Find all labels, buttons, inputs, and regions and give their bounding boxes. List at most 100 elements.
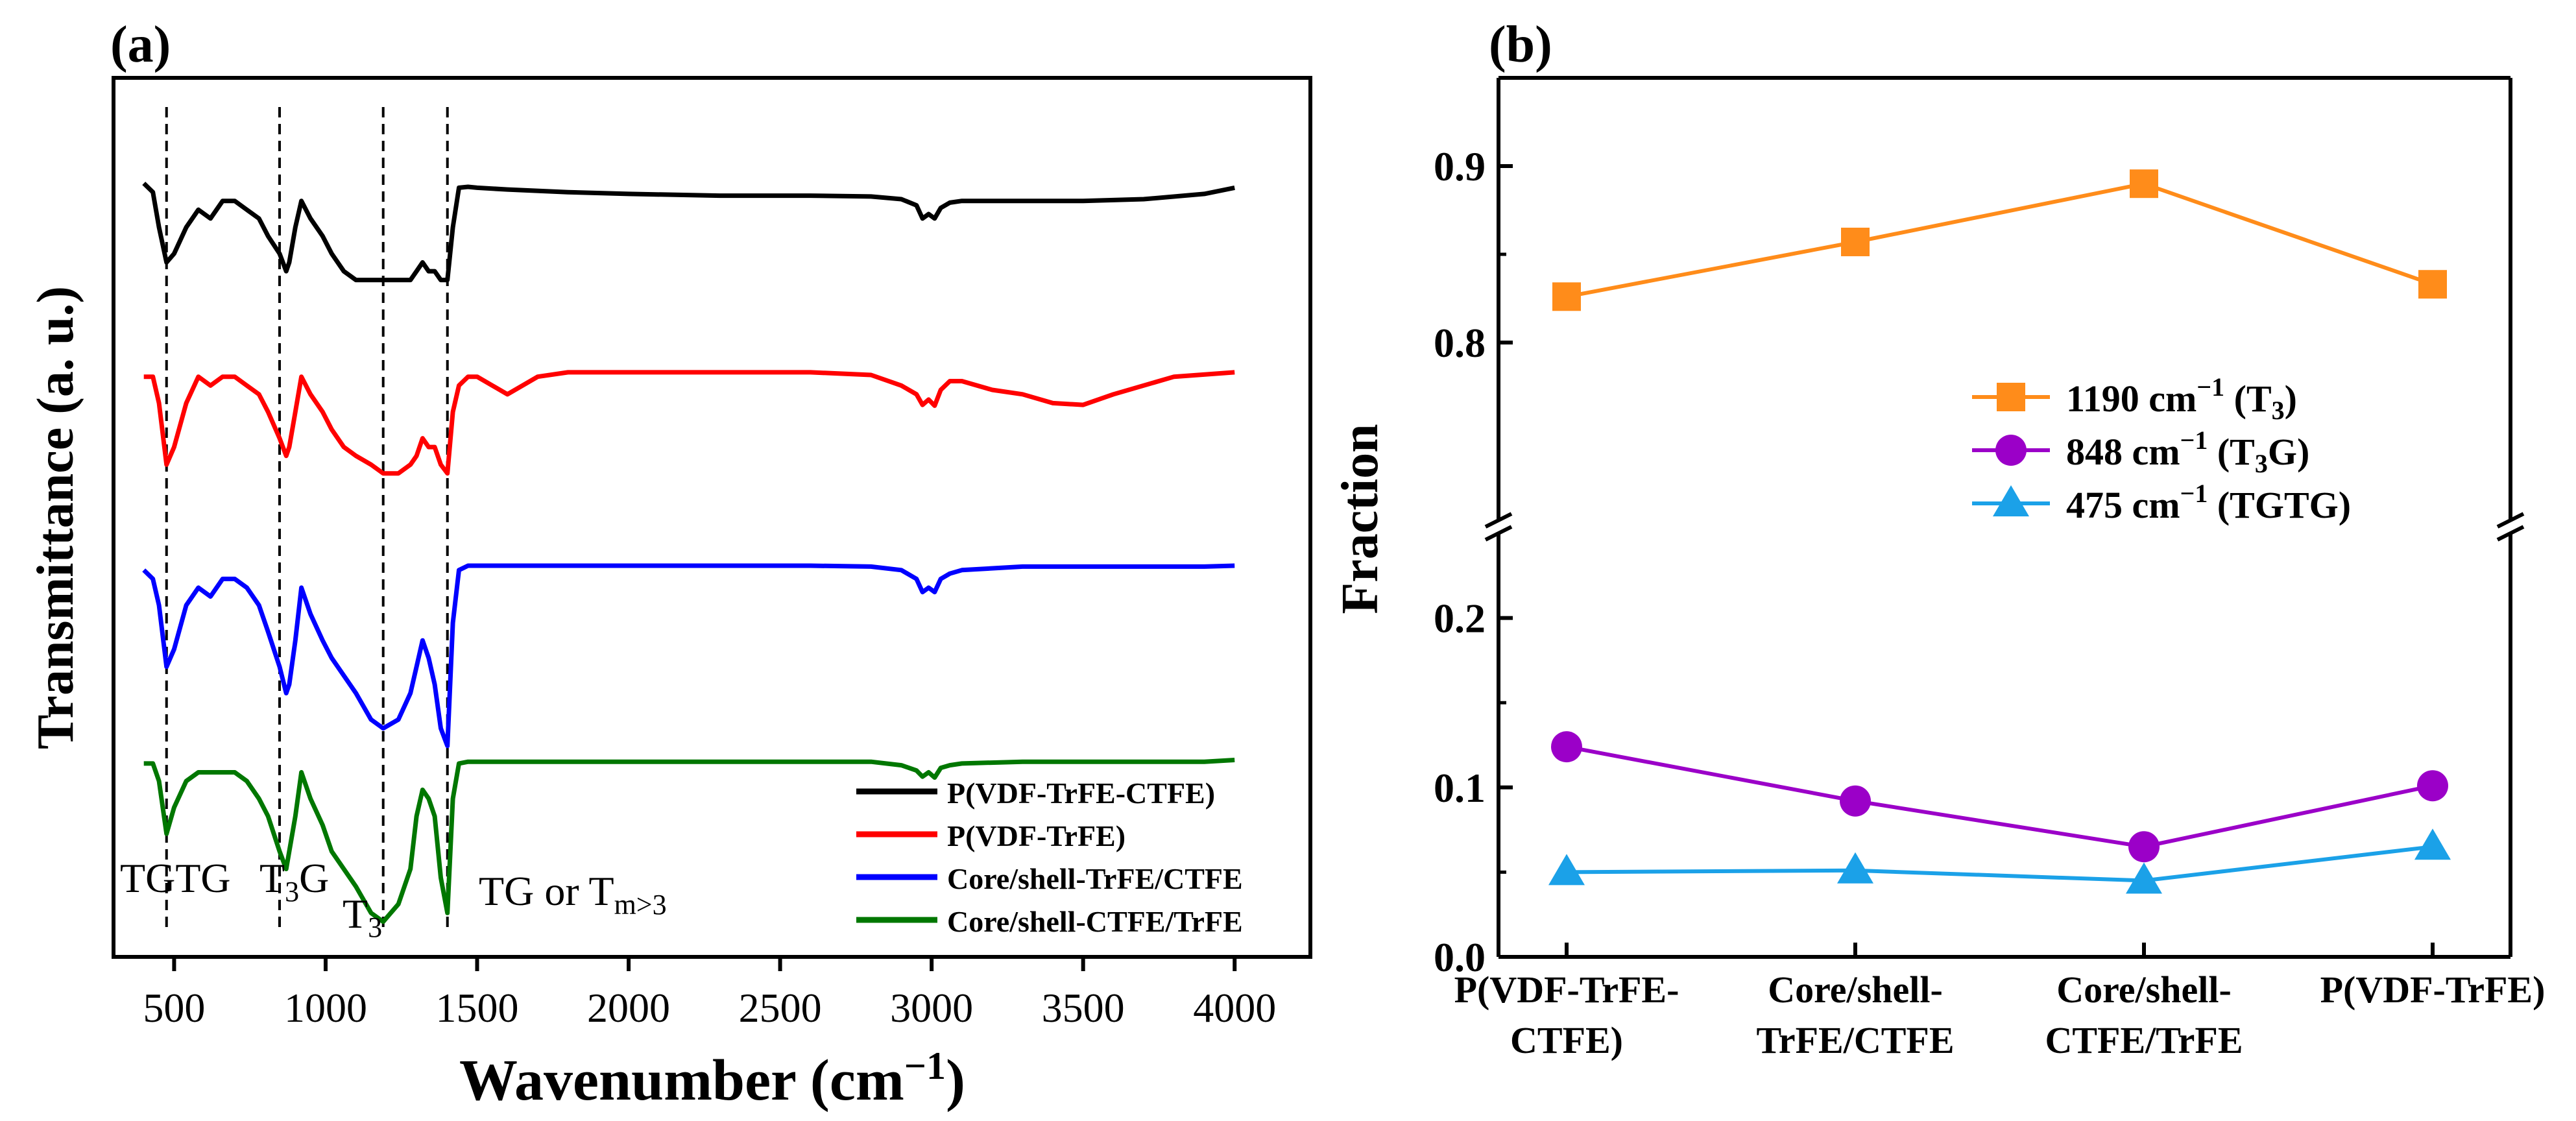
panel-b: (b) 0.0 0.1 0.2 0.8 0.9 P(VDF-TrFE- CTFE) Core… [1332,16,2545,1061]
legend-label-sub: 3 [2255,449,2268,478]
data-point-triangle [2414,828,2451,860]
data-point-triangle [1837,852,1873,884]
y-tick-label: 0.2 [1434,596,1486,642]
x-category-label: Core/shell- [1768,969,1943,1011]
panel-a-x-label-exp: −1 [904,1044,946,1087]
x-category-label: P(VDF-TrFE- [1454,969,1679,1011]
y-tick-label: 0.1 [1434,765,1486,811]
x-category-label: Core/shell- [2056,969,2232,1011]
annotation-t3-main: T [343,891,368,937]
data-point-triangle [1993,485,2029,516]
x-tick-label: 3500 [1042,985,1125,1031]
panel-b-label: (b) [1489,16,1552,73]
data-point-circle [1551,731,1582,763]
annotation-t3-sub: 3 [368,911,382,943]
x-category-label: CTFE/TrFE [2045,1019,2243,1061]
series-line-0 [1566,182,2433,299]
legend-label-pre: (T [2208,431,2255,473]
legend-label: 1190 cm−1 (T3) [2066,372,2297,425]
x-tick-label: 2500 [739,985,822,1031]
legend-label-main: 475 cm [2066,484,2180,526]
annotation-tg-sub: m>3 [614,889,667,921]
legend-label-post: G) [2268,431,2309,473]
data-point-square [1552,282,1581,311]
panel-b-y-ticks: 0.0 0.1 0.2 0.8 0.9 [1434,143,1513,980]
x-tick-label: 4000 [1193,985,1276,1031]
data-point-square [2130,169,2158,199]
panel-a-series [142,182,1235,924]
panel-a-legend: P(VDF-TrFE-CTFE) P(VDF-TrFE) Core/shell-Tr… [856,777,1243,938]
panel-a-plot-frame [112,76,1312,959]
panel-a-x-label-main: Wavenumber [459,1048,796,1113]
panel-a: (a) 500 1000 1500 2000 2500 3000 3500 4000 TGTG… [27,16,1312,1113]
annotation-t3: T3 [343,891,382,943]
panel-b-y-label: Fraction [1332,424,1389,614]
legend-label: P(VDF-TrFE) [947,819,1125,852]
x-category-label: CTFE) [1510,1019,1623,1061]
x-category-label: P(VDF-TrFE) [2320,969,2546,1011]
legend-label-pre: (TGTG) [2208,484,2351,526]
legend-label-sub: 3 [2272,396,2285,425]
x-tick-label: 1500 [436,985,519,1031]
x-tick-label: 2000 [587,985,670,1031]
legend-label: Core/shell-TrFE/CTFE [947,862,1243,895]
legend-label-exp: −1 [2180,426,2208,455]
panel-a-x-ticks: 500 1000 1500 2000 2500 3000 3500 4000 [143,957,1276,1031]
panel-a-x-label-unit: cm [830,1048,904,1113]
panel-a-x-label-close: ) [946,1048,965,1113]
annotation-tgtg: TGTG [120,855,231,901]
series-line-2 [142,563,1235,749]
break-mark-right-1 [2496,512,2525,529]
annotation-t3g-sub: 3 [285,876,299,908]
annotation-t3g: T3G [259,855,329,908]
data-point-circle [2128,831,2160,863]
panel-a-y-label: Transmittance (a. u.) [27,286,84,749]
panel-a-x-label: Wavenumber (cm−1) [459,1044,965,1113]
legend-label: Core/shell-CTFE/TrFE [947,905,1243,938]
annotation-tg-main: TG or T [479,868,614,914]
x-tick-label: 500 [143,985,205,1031]
y-tick-label: 0.8 [1434,320,1486,366]
data-point-circle [2417,770,2448,802]
series-line-1 [143,370,1235,476]
series-line-3 [143,758,1235,924]
data-point-square [2418,270,2447,299]
data-point-square [1841,227,1870,256]
x-tick-label: 3000 [890,985,973,1031]
annotation-t3g-tail: G [299,855,329,901]
y-tick-label: 0.9 [1434,143,1486,189]
series-line-0 [142,182,1235,283]
data-point-square [1997,383,2025,411]
break-mark-left-2 [1484,525,1513,542]
series-line-1 [1566,745,2433,849]
panel-a-reference-lines [165,107,449,928]
series-line-2 [1566,845,2433,883]
panel-b-legend: 1190 cm−1 (T3)848 cm−1 (T3G)475 cm−1 (TG… [1972,372,2351,526]
annotation-tg: TG or Tm>3 [479,868,667,921]
panel-b-series [1548,169,2451,894]
break-mark-left-1 [1484,512,1513,529]
data-point-circle [1840,785,1871,817]
legend-label-exp: −1 [2197,372,2224,402]
legend-label: P(VDF-TrFE-CTFE) [947,777,1215,810]
panel-a-x-label-open: ( [795,1048,829,1113]
y-tick-label: 0.0 [1434,934,1486,980]
legend-label-exp: −1 [2180,479,2208,508]
legend-label: 848 cm−1 (T3G) [2066,426,2309,478]
panel-b-x-ticks: P(VDF-TrFE- CTFE) Core/shell- TrFE/CTFE Core… [1454,943,2546,1061]
legend-label: 475 cm−1 (TGTG) [2066,479,2351,526]
x-tick-label: 1000 [284,985,367,1031]
legend-label-main: 1190 cm [2066,378,2197,420]
annotation-t3g-main: T [259,855,285,901]
x-category-label: TrFE/CTFE [1756,1019,1954,1061]
panel-b-axis-break-marks [1484,512,2525,542]
legend-label-post: ) [2285,378,2297,420]
break-mark-right-2 [2496,525,2525,542]
panel-a-label: (a) [110,16,171,73]
panel-b-plot-frame [1497,76,2512,959]
data-point-circle [1995,435,2027,466]
data-point-triangle [1548,854,1585,886]
data-point-triangle [2126,862,2162,894]
legend-label-main: 848 cm [2066,431,2180,473]
